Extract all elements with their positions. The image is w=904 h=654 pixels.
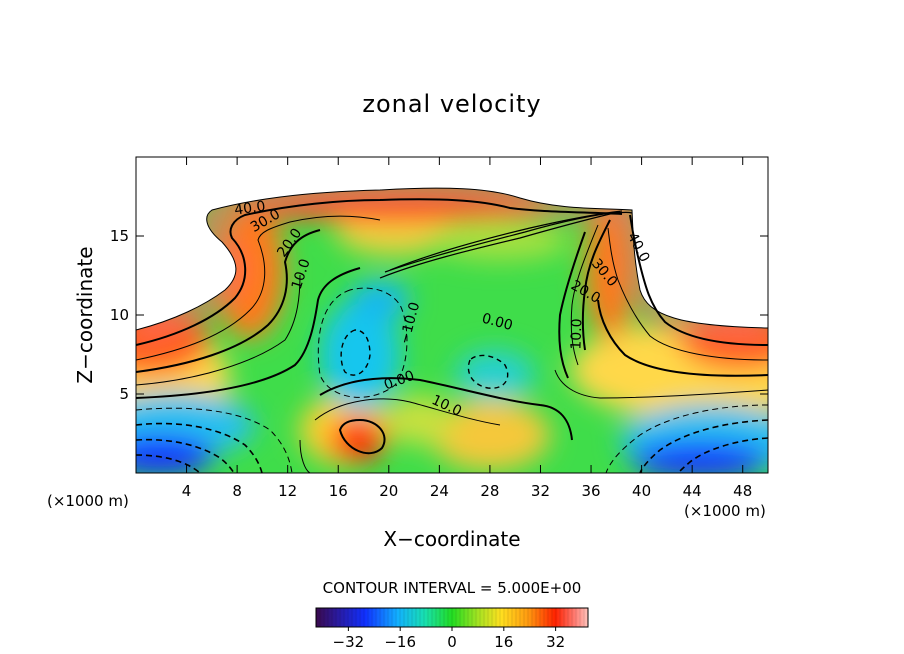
x-tick-label: 8 <box>232 482 242 500</box>
colorbar-gradient <box>316 608 588 627</box>
y-tick-label: 15 <box>110 227 129 245</box>
contour-interval: CONTOUR INTERVAL = 5.000E+00 <box>323 579 582 597</box>
y-axis-ticks: 5 10 15 <box>110 227 768 403</box>
x-unit-right: (×1000 m) <box>684 502 766 520</box>
x-tick-label: 44 <box>683 482 702 500</box>
contour-label: 0.00 <box>480 311 514 335</box>
contour-label: 40.0 <box>233 198 266 218</box>
x-tick-label: 48 <box>733 482 752 500</box>
colorbar-tick-label: 32 <box>546 633 565 651</box>
x-axis-label: X−coordinate <box>383 527 520 551</box>
chart-title: zonal velocity <box>362 90 541 118</box>
y-tick-label: 5 <box>119 385 129 403</box>
x-tick-label: 40 <box>632 482 651 500</box>
colorbar-tick-label: 0 <box>447 633 457 651</box>
x-unit-left: (×1000 m) <box>47 492 129 510</box>
colorbar-tick-label: 16 <box>494 633 513 651</box>
x-tick-label: 4 <box>182 482 192 500</box>
contour-label: 10.0 <box>568 318 585 350</box>
colorbar-stripes <box>319 608 585 627</box>
x-tick-label: 12 <box>278 482 297 500</box>
colorbar-tick-label: −32 <box>333 633 365 651</box>
colorbar-tick-label: −16 <box>384 633 416 651</box>
x-tick-label: 32 <box>531 482 550 500</box>
x-tick-label: 24 <box>430 482 449 500</box>
plot-area: 40.030.020.010.0−10.0 0.000.0010.010.020.… <box>136 187 768 473</box>
y-axis-label: Z−coordinate <box>73 246 97 383</box>
x-tick-label: 28 <box>480 482 499 500</box>
x-tick-label: 16 <box>329 482 348 500</box>
y-tick-label: 10 <box>110 306 129 324</box>
x-tick-label: 36 <box>581 482 600 500</box>
x-axis-ticks: 4 8 12 16 20 24 28 32 36 40 44 48 <box>182 157 752 500</box>
colorbar-ticks: −32 −16 0 16 32 <box>333 627 565 651</box>
x-tick-label: 20 <box>379 482 398 500</box>
colorbar: −32 −16 0 16 32 <box>315 607 589 651</box>
contour-lines <box>136 187 768 473</box>
